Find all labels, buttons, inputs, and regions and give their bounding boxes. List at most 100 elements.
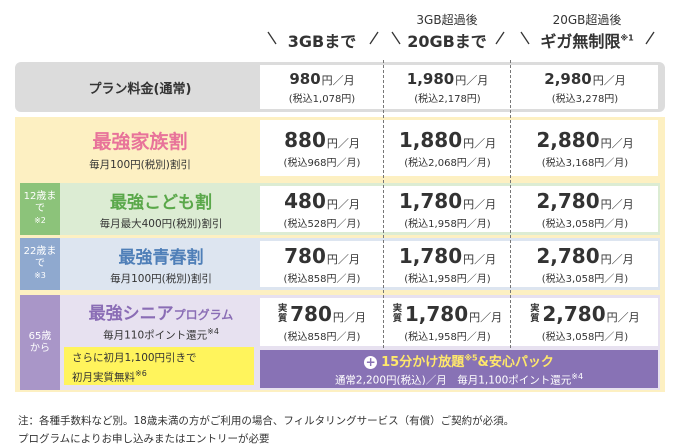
col-sub: 3GB超過後 (416, 12, 478, 27)
price: 2,880 (536, 127, 600, 152)
price-cell: 2,780 円／月 (税込3,058円／月) (512, 241, 658, 287)
price-unit: 円／月 (326, 197, 360, 211)
price-area (260, 120, 658, 176)
col-header: 3GB超過後 20GBまで (386, 8, 508, 54)
age: 65歳から (28, 330, 52, 354)
price-unit: 円／月 (332, 310, 366, 324)
price-area (260, 65, 658, 109)
price-line: 実質 1,780 円／月 (393, 302, 502, 326)
price-tax: (税込1,958円／月) (404, 273, 491, 285)
price: 1,880 (398, 127, 463, 152)
row-desc: 毎月110ポイント還元 (103, 329, 208, 342)
note: ※1 (620, 33, 634, 43)
price-unit: 円／月 (326, 252, 360, 266)
row-desc: 毎月100円(税別)割引 (110, 272, 212, 285)
price-unit: 円／月 (600, 197, 634, 211)
row-label: プラン料金(通常) (88, 81, 192, 97)
col-header: 20GB超過後 ギガ無制限※1 (512, 8, 662, 54)
price-area (260, 298, 658, 346)
plus-icon: + (364, 354, 378, 369)
price: 880 (284, 127, 326, 152)
price-tax: (税込3,058円／月) (541, 218, 629, 230)
price: 1,780 (398, 188, 463, 213)
price-area (260, 241, 658, 287)
row-title: 最強青春割 (118, 247, 204, 268)
price-tax: (税込3,058円／月) (541, 273, 629, 285)
price-cell: 980 円／月 (税込1,078円) (262, 65, 382, 109)
price-prefix: 実質 (278, 303, 288, 324)
price-unit: 円／月 (592, 73, 626, 87)
price-cell: 実質 2,780 円／月 (税込3,058円／月) (512, 298, 658, 346)
age-box: 12歳まで ※2 (20, 183, 60, 235)
price-tax: (税込3,058円／月) (541, 331, 629, 343)
note: ※4 (571, 371, 584, 381)
price-unit: 円／月 (606, 310, 640, 324)
price: 2,780 (536, 243, 600, 268)
row-label: 最強シニアプログラム 毎月110ポイント還元※4 (62, 300, 260, 342)
row-desc: 毎月100円(税別)割引 (89, 158, 191, 171)
price-tax: (税込3,278円) (551, 93, 619, 105)
price-unit: 円／月 (463, 136, 497, 150)
footer: 注：各種手数料など別。18歳未満の方がご利用の場合、フィルタリングサービス（有償… (18, 412, 678, 448)
option-bar: +15分かけ放題※5&安心パック 通常2,200円(税込)／月 毎月1,100ポ… (260, 350, 658, 388)
price-line: 2,980 円／月 (544, 70, 625, 88)
price: 1,780 (398, 243, 463, 268)
price-cell: 実質 1,780 円／月 (税込1,958円／月) (386, 298, 509, 346)
header-decor (267, 31, 655, 45)
row-label: 最強青春割毎月100円(税別)割引 (62, 238, 260, 290)
price-line: 1,880 円／月 (399, 128, 496, 152)
price-unit: 円／月 (469, 310, 503, 324)
price-tax: (税込1,958円／月) (404, 218, 491, 230)
price-line: 2,780 円／月 (536, 189, 633, 213)
price: 2,980 (544, 69, 592, 88)
price: 480 (284, 188, 326, 213)
row-desc: 毎月最大400円(税別)割引 (99, 217, 223, 230)
price-tax: (税込858円／月) (283, 273, 361, 285)
note: ※4 (207, 327, 219, 337)
price-unit: 円／月 (455, 73, 489, 87)
col-main: 3GBまで (287, 32, 357, 51)
price-prefix: 実質 (392, 303, 402, 324)
price-line: 1,980 円／月 (407, 70, 488, 88)
note: ※2 (34, 216, 46, 225)
price-line: 480 円／月 (284, 189, 360, 213)
price-line: 1,780 円／月 (399, 244, 496, 268)
price-tax: (税込1,958円／月) (404, 331, 491, 343)
price-tax: (税込2,068円／月) (404, 157, 491, 169)
promo-line: さらに初月1,100円引きで (72, 352, 197, 364)
row-title-suffix: プログラム (173, 308, 234, 323)
note: ※5 (464, 353, 478, 363)
price-cell: 1,980 円／月 (税込2,178円) (386, 65, 509, 109)
price-line: 実質 780 円／月 (278, 302, 366, 326)
promo-line: 初月実質無料 (72, 371, 135, 384)
price: 780 (284, 243, 326, 268)
price-cell: 2,880 円／月 (税込3,168円／月) (512, 120, 658, 176)
age: 22歳まで (23, 246, 57, 269)
price-unit: 円／月 (463, 197, 497, 211)
price-line: 880 円／月 (284, 128, 360, 152)
price-area (260, 186, 658, 232)
row-label: 最強家族割 毎月100円(税別)割引 (20, 120, 260, 178)
bar-title2: &安心パック (477, 354, 554, 370)
price-cell: 1,780 円／月 (税込1,958円／月) (386, 186, 509, 232)
price-cell: 780 円／月 (税込858円／月) (262, 241, 382, 287)
bar-desc: 通常2,200円(税込)／月 毎月1,100ポイント還元 (334, 374, 572, 387)
note: ※3 (34, 271, 46, 280)
col-main: 20GBまで (407, 31, 487, 51)
price: 1,980 (406, 69, 455, 88)
price-line: 1,780 円／月 (399, 189, 496, 213)
age-box: 22歳まで ※3 (20, 238, 60, 290)
price-unit: 円／月 (326, 136, 360, 150)
price-cell: 2,980 円／月 (税込3,278円) (512, 65, 658, 109)
col-main: ギガ無制限※1 (540, 28, 633, 52)
price-cell: 1,880 円／月 (税込2,068円／月) (386, 120, 509, 176)
row-title: 最強こども割 (110, 192, 212, 213)
col-sub: 20GB超過後 (552, 12, 622, 27)
price-prefix: 実質 (530, 303, 540, 324)
col-main-text: ギガ無制限 (540, 31, 621, 51)
price-tax: (税込528円／月) (283, 218, 361, 230)
price-tax: (税込858円／月) (283, 331, 361, 343)
price-unit: 円／月 (600, 136, 634, 150)
price-line: 780 円／月 (284, 244, 360, 268)
